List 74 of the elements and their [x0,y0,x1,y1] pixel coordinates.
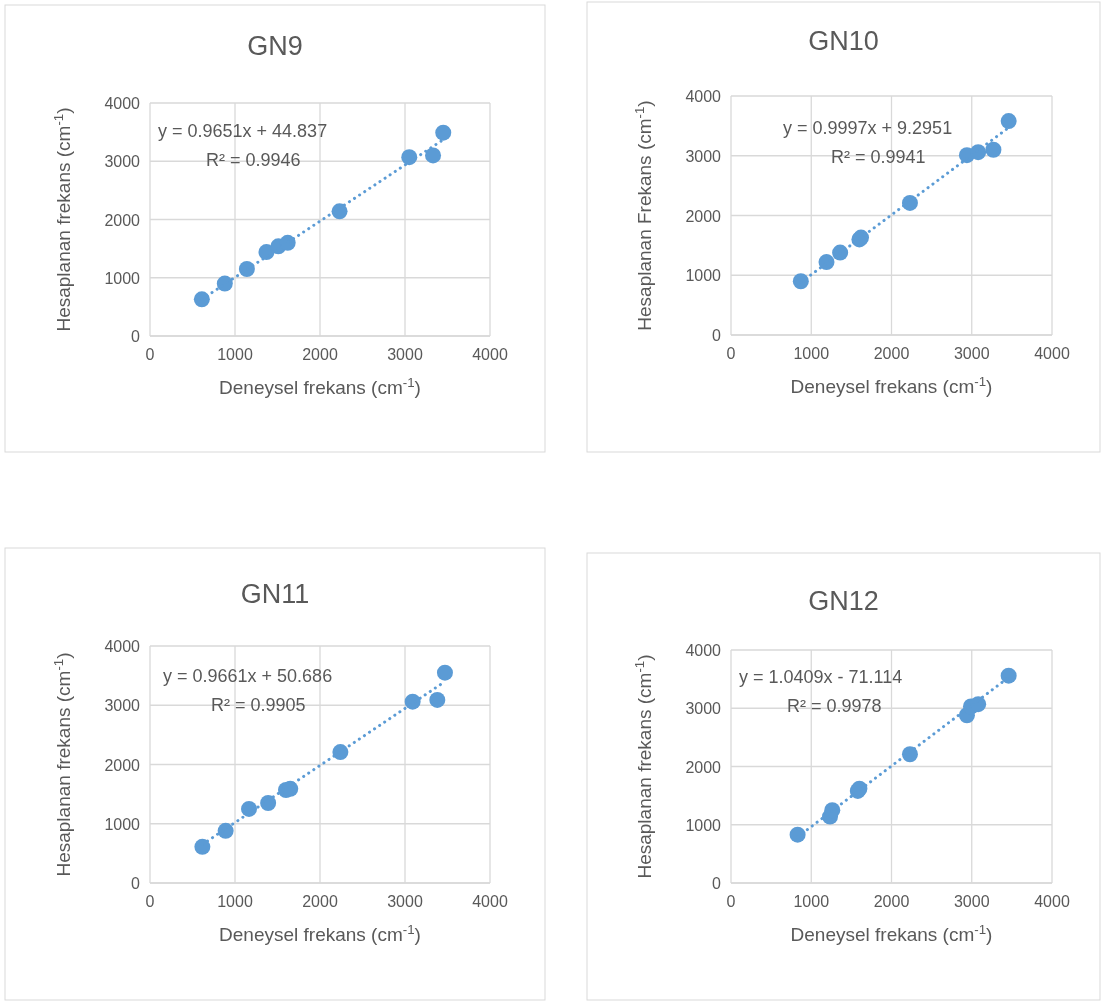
x-axis-title: Deneysel frekans (cm$^{-1}$) [790,921,993,945]
x-tick-label: 4000 [1034,345,1070,362]
y-tick-label: 3000 [104,153,141,171]
annotation: R² = 0.9941 [831,147,926,167]
y-tick-label: 0 [712,875,722,892]
chart-title: GN9 [247,31,303,61]
x-tick-label: 0 [726,345,736,362]
x-tick-label: 0 [145,346,155,363]
point [792,273,809,290]
annotation: y = 0.9997x + 9.2951 [783,118,953,138]
annotation: y = 1.0409x - 71.114 [739,667,903,687]
point [404,693,421,710]
x-tick-label: 3000 [387,893,423,910]
point [818,254,835,271]
y-tick-label: 3000 [685,700,722,718]
point [194,838,211,855]
point [260,795,277,812]
point [216,275,233,292]
y-tick-label: 2000 [104,756,141,774]
x-tick-label: 0 [726,893,736,910]
x-tick-label: 2000 [302,893,338,910]
x-tick-label: 4000 [472,346,508,363]
y-tick-label: 2000 [685,758,722,776]
y-tick-label: 4000 [104,95,141,112]
point [217,822,234,839]
point [1000,667,1017,684]
chart-title: GN10 [808,26,879,56]
annotation: R² = 0.9946 [206,150,301,170]
point [241,800,258,817]
point [435,124,452,141]
x-tick-label: 1000 [793,893,830,910]
y-tick-label: 2000 [685,207,722,225]
x-tick-label: 0 [145,893,155,910]
y-tick-label: 0 [712,327,722,344]
x-tick-label: 4000 [472,893,508,910]
y-tick-label: 4000 [685,88,722,105]
point [985,141,1002,158]
chart-title: GN11 [240,579,310,609]
annotation: R² = 0.9905 [211,695,306,715]
y-tick-label: 4000 [104,638,141,655]
y-tick-label: 1000 [685,267,722,285]
y-tick-label: 1000 [104,269,141,287]
x-tick-label: 2000 [873,345,910,362]
x-tick-label: 2000 [302,346,338,363]
annotation: y = 0.9661x + 50.686 [163,666,333,686]
x-tick-label: 2000 [873,893,910,910]
x-tick-label: 1000 [217,346,253,363]
point [436,664,453,681]
x-tick-label: 3000 [387,346,423,363]
x-axis-title: Deneysel frekans (cm$^{-1}$) [219,374,421,398]
x-axis-title: Deneysel frekans (cm$^{-1}$) [790,373,993,397]
x-tick-label: 1000 [793,345,830,362]
point [429,691,446,708]
point [193,291,210,308]
point [1000,113,1017,130]
x-tick-label: 4000 [1034,893,1070,910]
x-tick-label: 3000 [953,893,990,910]
x-tick-label: 3000 [953,345,990,362]
point [970,696,987,713]
y-tick-label: 0 [131,328,141,345]
annotation: R² = 0.9978 [787,696,882,716]
point [401,149,418,166]
y-tick-label: 1000 [685,816,722,834]
y-tick-label: 3000 [685,147,722,165]
x-axis-title: Deneysel frekans (cm$^{-1}$) [219,921,421,945]
point [425,147,442,164]
y-tick-label: 0 [131,875,141,892]
y-tick-label: 2000 [104,211,141,229]
chart-title: GN12 [808,586,879,616]
y-tick-label: 1000 [104,815,141,833]
y-tick-label: 3000 [104,697,141,715]
x-tick-label: 1000 [217,893,253,910]
y-tick-label: 4000 [685,642,722,659]
annotation: y = 0.9651x + 44.837 [158,121,328,141]
